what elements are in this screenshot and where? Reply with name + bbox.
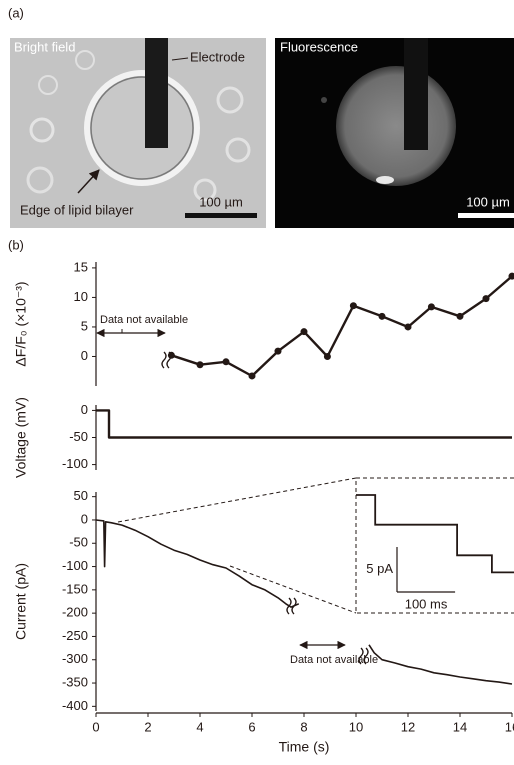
data-point [428, 303, 435, 310]
image-title: Bright field [14, 39, 75, 54]
scale-label: 100 µm [199, 194, 243, 209]
annotation: Data not available [100, 314, 188, 326]
callout: Edge of lipid bilayer [20, 202, 134, 217]
panel-label: (a) [8, 5, 24, 20]
x-tick-label: 6 [248, 719, 255, 734]
y-tick-label: -100 [62, 558, 88, 573]
y-tick-label: -300 [62, 651, 88, 666]
series-line [96, 410, 512, 437]
data-point [223, 358, 230, 365]
y-tick-label: 10 [74, 289, 88, 304]
x-tick-label: 2 [144, 719, 151, 734]
annotation: Data not available [290, 654, 378, 666]
x-tick-label: 10 [349, 719, 363, 734]
callout: Electrode [190, 49, 245, 64]
y-tick-label: 0 [81, 402, 88, 417]
data-point [197, 361, 204, 368]
y-tick-label: -50 [69, 429, 88, 444]
y-tick-label: -350 [62, 674, 88, 689]
data-point [379, 313, 386, 320]
y-axis-label: ΔF/F₀ (×10⁻³) [13, 281, 29, 366]
x-axis-label: Time (s) [279, 739, 330, 755]
scale-label: 100 ms [405, 596, 448, 611]
y-tick-label: -400 [62, 698, 88, 713]
y-tick-label: 50 [74, 488, 88, 503]
y-tick-label: -100 [62, 456, 88, 471]
y-tick-label: 0 [81, 348, 88, 363]
x-tick-label: 16 [505, 719, 514, 734]
data-point [350, 302, 357, 309]
x-tick-label: 4 [196, 719, 203, 734]
data-point [483, 295, 490, 302]
x-tick-label: 14 [453, 719, 467, 734]
y-tick-label: -150 [62, 581, 88, 596]
image-title: Fluorescence [280, 39, 358, 54]
y-axis-label: Current (pA) [13, 563, 29, 640]
figure: (a) Bright field Electrode Edge of lipid… [0, 0, 514, 765]
data-point [405, 323, 412, 330]
y-tick-label: -200 [62, 605, 88, 620]
scale-label: 100 µm [466, 194, 510, 209]
x-tick-label: 8 [300, 719, 307, 734]
data-point [249, 372, 256, 379]
y-tick-label: 15 [74, 259, 88, 274]
scale-label: 5 pA [366, 561, 393, 576]
data-point [324, 353, 331, 360]
x-tick-label: 12 [401, 719, 415, 734]
y-tick-label: -50 [69, 535, 88, 550]
data-point [168, 352, 175, 359]
series-line [171, 276, 512, 376]
panel-label: (b) [8, 237, 24, 252]
data-point [457, 313, 464, 320]
y-axis-label: Voltage (mV) [13, 397, 29, 478]
y-tick-label: 5 [81, 318, 88, 333]
x-tick-label: 0 [92, 719, 99, 734]
decorations [97, 329, 514, 664]
y-tick-label: -250 [62, 628, 88, 643]
data-point [301, 328, 308, 335]
y-tick-label: 0 [81, 511, 88, 526]
data-point [275, 348, 282, 355]
